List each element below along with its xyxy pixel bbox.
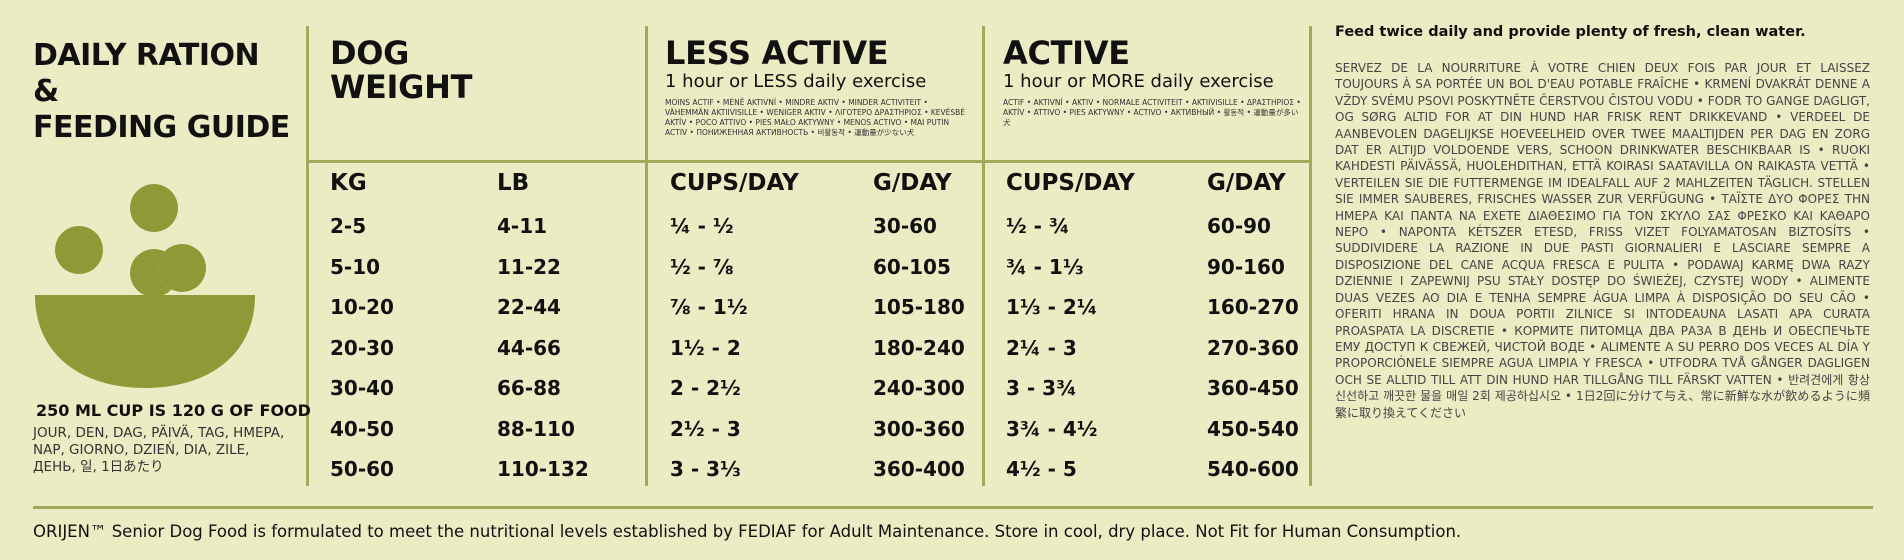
cell-less-cups: 2 - 2½ <box>670 376 741 400</box>
food-bowl-icon <box>35 184 255 388</box>
cell-act-g: 360-450 <box>1207 376 1299 400</box>
cell-act-cups: 3¾ - 4½ <box>1006 416 1098 441</box>
cell-lb: 22-44 <box>497 295 561 319</box>
cell-less-cups: ¼ - ½ <box>670 214 734 238</box>
cell-less-cups: ⅞ - 1½ <box>670 295 748 319</box>
cell-less-g: 240-300 <box>873 376 965 400</box>
cell-act-g: 60-90 <box>1207 214 1271 238</box>
title-line-2: FEEDING GUIDE <box>33 110 290 145</box>
cell-kg: 5-10 <box>330 254 381 279</box>
cell-kg: 20-30 <box>330 335 394 360</box>
column-less-cups: CUPS/DAY <box>670 170 799 196</box>
cell-lb: 110-132 <box>497 457 589 481</box>
cell-less-g: 30-60 <box>873 214 937 238</box>
column-active-grams: G/DAY <box>1207 170 1286 196</box>
cell-act-cups: 2¼ - 3 <box>1006 335 1077 360</box>
cell-kg: 40-50 <box>330 416 394 441</box>
divider-right <box>1309 26 1312 486</box>
cell-less-cups: 1½ - 2 <box>670 335 741 360</box>
cell-less-g: 105-180 <box>873 295 965 319</box>
cell-kg: 50-60 <box>330 457 394 481</box>
cell-act-g: 160-270 <box>1207 295 1299 319</box>
column-kg: KG <box>330 170 367 196</box>
cell-less-g: 180-240 <box>873 335 965 360</box>
column-active-cups: CUPS/DAY <box>1006 170 1135 196</box>
cell-less-cups: 3 - 3⅓ <box>670 457 741 481</box>
divider-less-active <box>982 26 985 486</box>
cell-lb: 88-110 <box>497 416 575 441</box>
cell-act-cups: 3 - 3¾ <box>1006 376 1077 400</box>
cell-kg: 10-20 <box>330 295 394 319</box>
cell-act-g: 540-600 <box>1207 457 1299 481</box>
cell-act-g: 450-540 <box>1207 416 1299 441</box>
cell-act-g: 270-360 <box>1207 335 1299 360</box>
less-active-subtitle: 1 hour or LESS daily exercise <box>665 71 927 92</box>
page-title: DAILY RATION & FEEDING GUIDE <box>33 38 293 146</box>
cell-less-g: 300-360 <box>873 416 965 441</box>
kibble-icon <box>158 244 206 292</box>
feeding-instructions-translations: SERVEZ DE LA NOURRITURE À VOTRE CHIEN DE… <box>1335 61 1870 420</box>
cell-lb: 44-66 <box>497 335 561 360</box>
less-active-header: LESS ACTIVE <box>665 34 889 72</box>
footer-note: ORIJEN™ Senior Dog Food is formulated to… <box>33 522 1462 541</box>
feeding-instructions-heading: Feed twice daily and provide plenty of f… <box>1335 24 1806 40</box>
cell-lb: 11-22 <box>497 254 561 279</box>
bowl-shape <box>35 295 255 388</box>
divider-left <box>306 26 309 486</box>
cell-act-cups: ¾ - 1⅓ <box>1006 254 1084 279</box>
active-translations: ACTIF • AKTIVNÍ • AKTIV • NORMALE ACTIVI… <box>1003 98 1301 127</box>
cell-lb: 66-88 <box>497 376 561 400</box>
cell-act-g: 90-160 <box>1207 254 1285 279</box>
table-header-rule <box>306 160 1312 163</box>
cell-less-g: 60-105 <box>873 254 951 279</box>
kibble-icon <box>130 184 178 232</box>
per-day-translations: JOUR, DEN, DAG, PÄIVÄ, TAG, HMEPA, NAP, … <box>33 425 285 475</box>
column-less-grams: G/DAY <box>873 170 952 196</box>
cell-lb: 4-11 <box>497 214 548 238</box>
cell-act-cups: 1⅓ - 2¼ <box>1006 295 1098 319</box>
cell-act-cups: 4½ - 5 <box>1006 457 1077 481</box>
cell-less-cups: 2½ - 3 <box>670 416 741 441</box>
footer-rule <box>33 506 1873 509</box>
less-active-translations: MOINS ACTIF • MÉNĚ AKTIVNÍ • MINDRE AKTI… <box>665 98 966 137</box>
cup-measure-note: 250 ML CUP IS 120 G OF FOOD <box>36 401 311 420</box>
cell-act-cups: ½ - ¾ <box>1006 214 1070 238</box>
active-subtitle: 1 hour or MORE daily exercise <box>1003 71 1274 92</box>
cell-less-g: 360-400 <box>873 457 965 481</box>
dog-weight-header: DOG WEIGHT <box>330 34 473 106</box>
title-line-1: DAILY RATION & <box>33 38 260 109</box>
cell-kg: 30-40 <box>330 376 394 400</box>
active-header: ACTIVE <box>1003 34 1130 72</box>
cell-kg: 2-5 <box>330 214 367 238</box>
column-lb: LB <box>497 170 530 196</box>
kibble-icon <box>55 226 103 274</box>
divider-weight <box>645 26 648 486</box>
cell-less-cups: ½ - ⅞ <box>670 254 734 279</box>
